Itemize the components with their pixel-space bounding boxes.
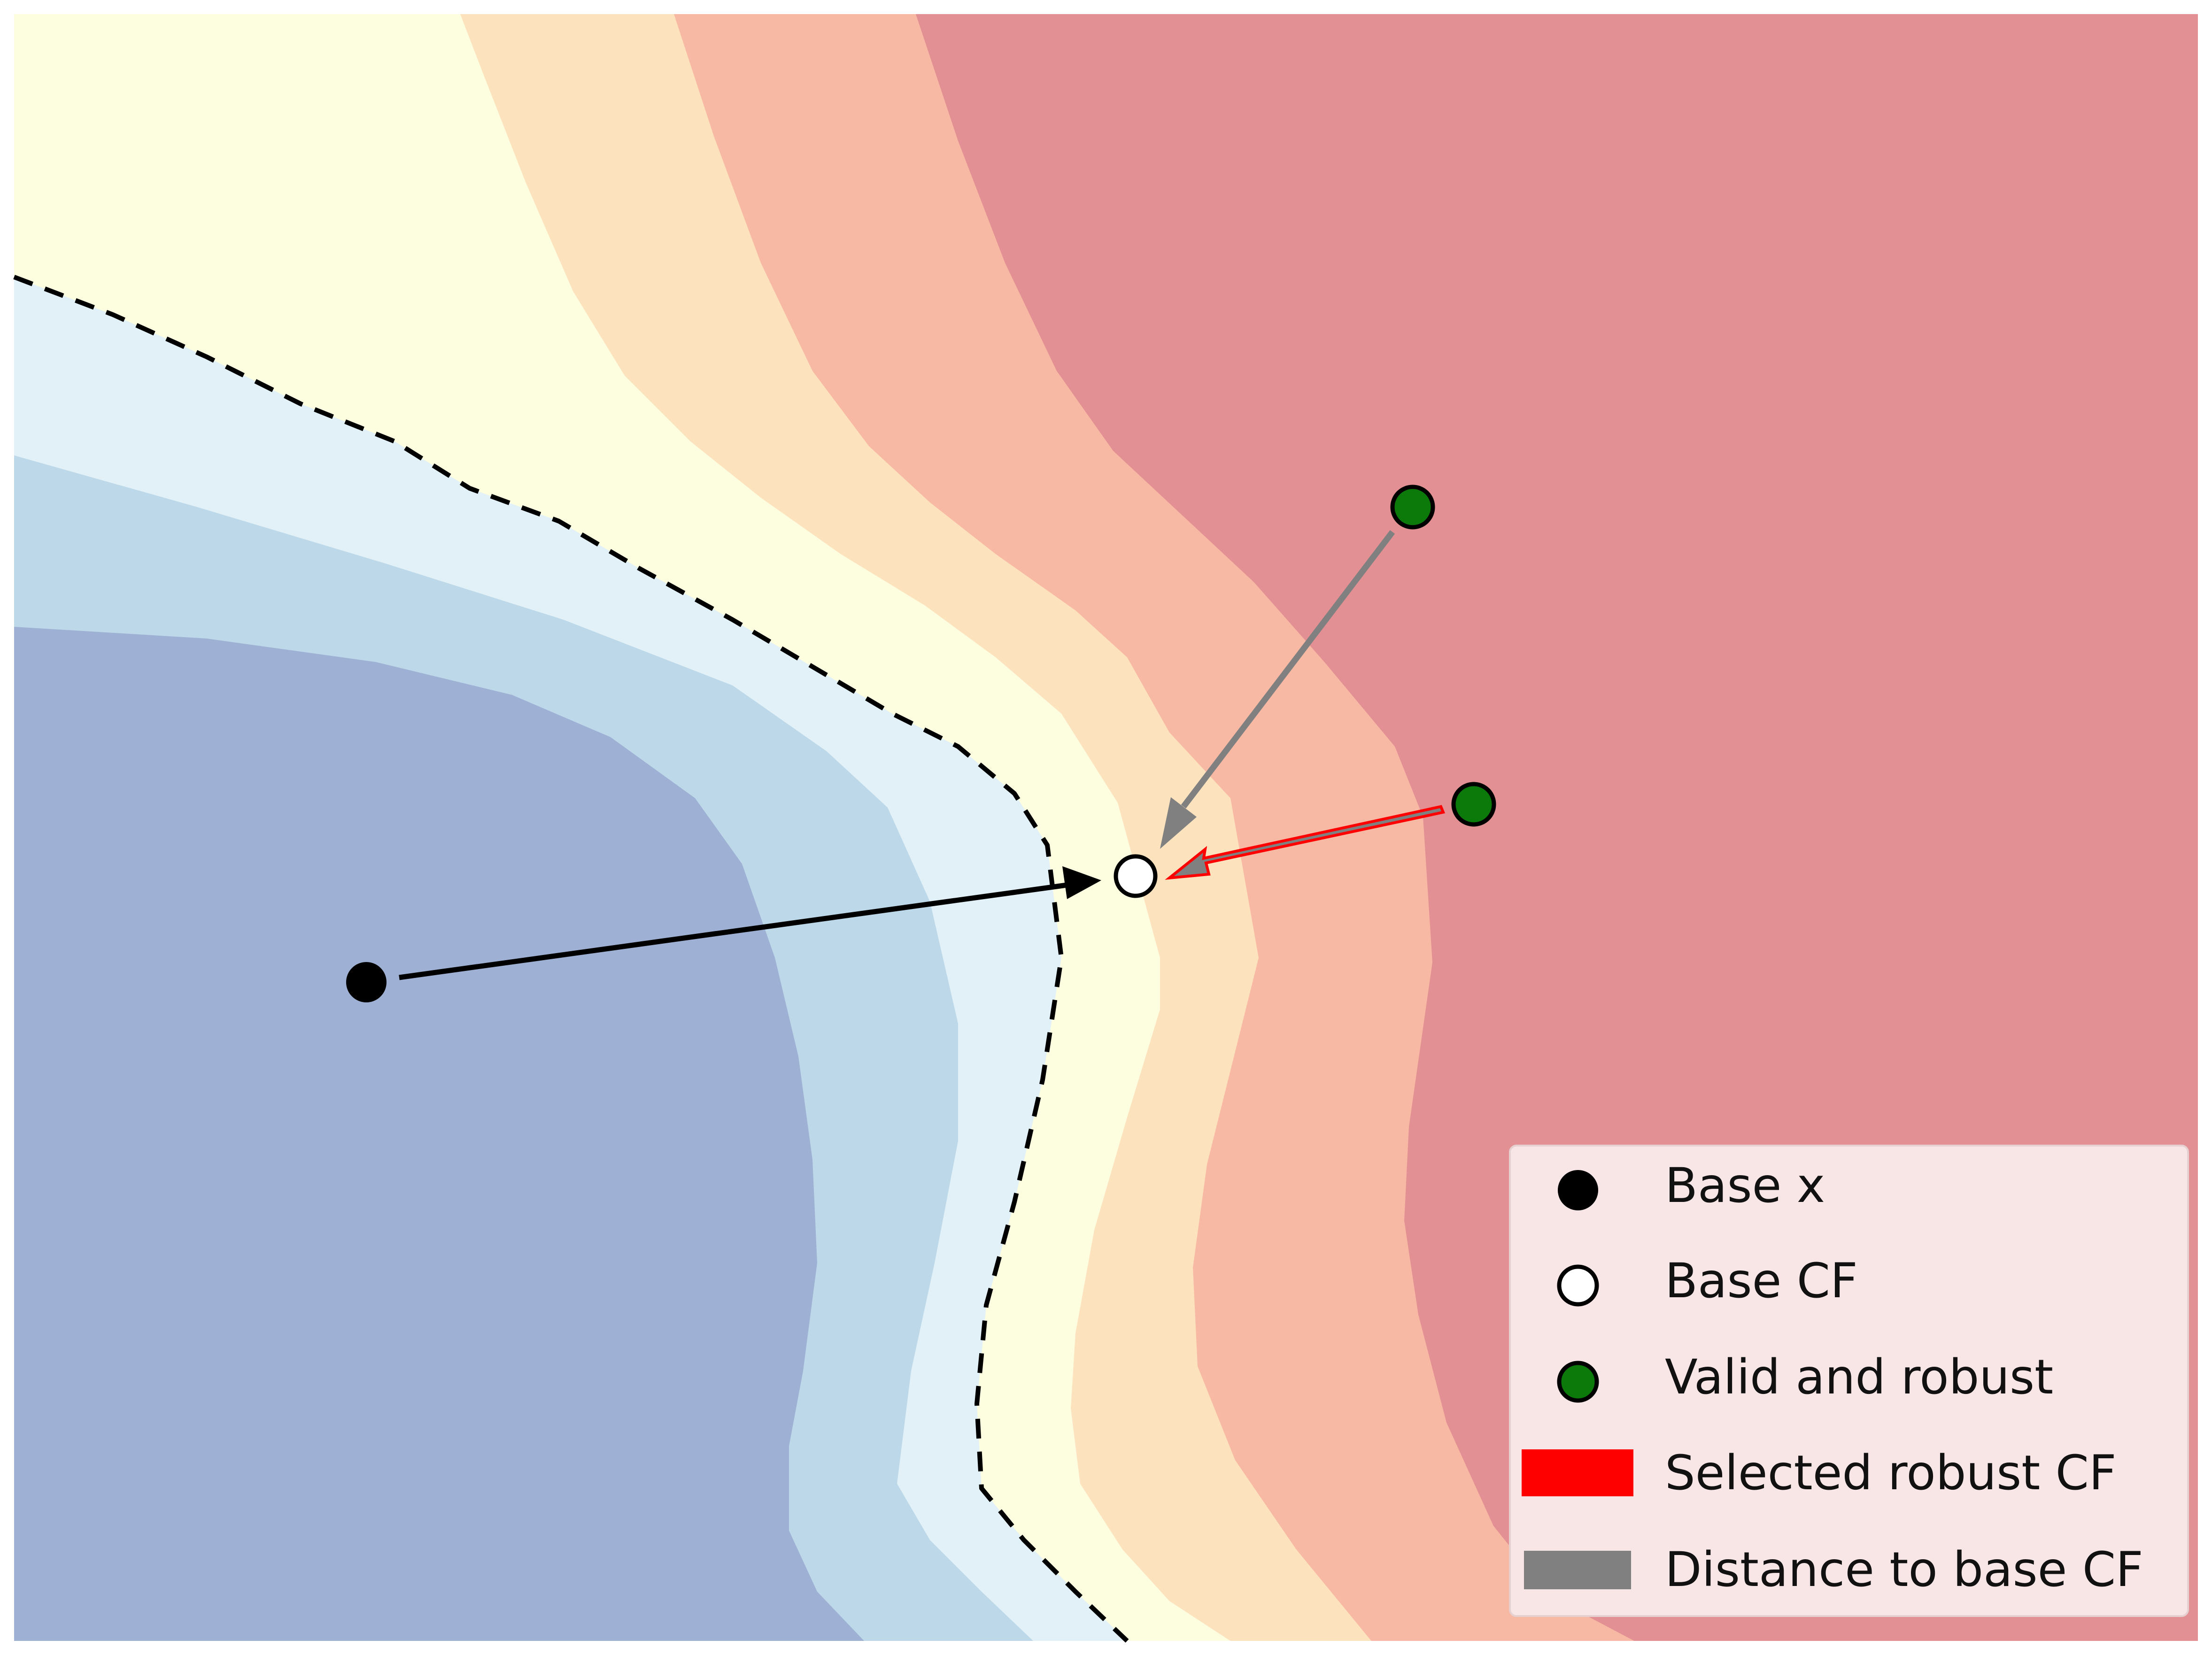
probability-regions bbox=[14, 14, 2198, 1641]
legend-marker-valid-robust bbox=[1557, 1361, 1599, 1403]
legend-marker-base-cf bbox=[1557, 1264, 1599, 1307]
distance-arrow-shaft bbox=[1181, 530, 1395, 808]
valid-robust-point-2 bbox=[1451, 782, 1496, 827]
legend-marker-distance bbox=[1524, 1551, 1631, 1589]
base-arrow-head bbox=[1062, 866, 1101, 899]
distance-arrow-head bbox=[1160, 797, 1197, 849]
valid-robust-point-1 bbox=[1390, 485, 1435, 530]
base-arrow-shaft bbox=[399, 882, 1067, 980]
legend-box bbox=[1509, 1145, 2189, 1617]
selected-robust-arrow bbox=[1165, 805, 1446, 880]
decision-boundary bbox=[13, 275, 1129, 1643]
base-arrow bbox=[399, 866, 1101, 980]
region-band-1 bbox=[14, 627, 864, 1641]
legend-label-valid-robust: Valid and robust bbox=[1665, 1349, 2053, 1405]
legend-label-selected-robust: Selected robust CF bbox=[1665, 1445, 2117, 1501]
legend-label-distance: Distance to base CF bbox=[1665, 1542, 2143, 1598]
legend-label-base-x: Base x bbox=[1665, 1158, 1825, 1214]
legend-marker-base-x bbox=[1558, 1170, 1598, 1210]
legend-marker-selected-robust bbox=[1522, 1449, 1633, 1496]
base-cf-point bbox=[1114, 854, 1158, 898]
legend-label-base-cf: Base CF bbox=[1665, 1253, 1858, 1309]
base-x-point bbox=[346, 962, 387, 1002]
legend: Base x Base CF Valid and robust Selected… bbox=[1509, 1145, 2189, 1617]
distance-arrow bbox=[1160, 530, 1395, 849]
